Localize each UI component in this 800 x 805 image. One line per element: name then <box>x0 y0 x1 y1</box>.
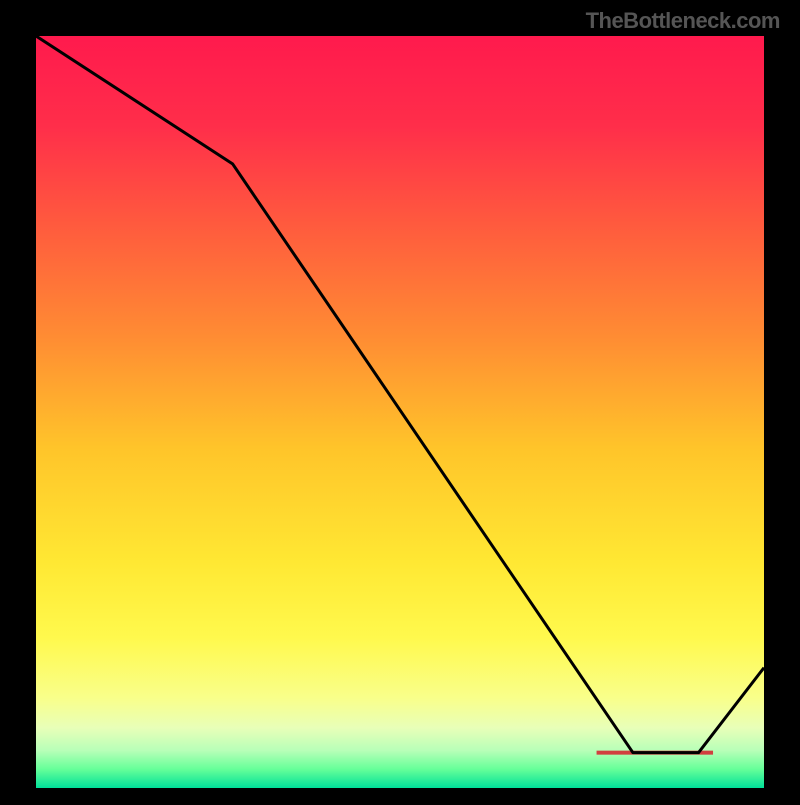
chart-container: TheBottleneck.com <box>0 0 800 800</box>
watermark-text: TheBottleneck.com <box>586 8 780 34</box>
chart-svg <box>0 0 800 800</box>
